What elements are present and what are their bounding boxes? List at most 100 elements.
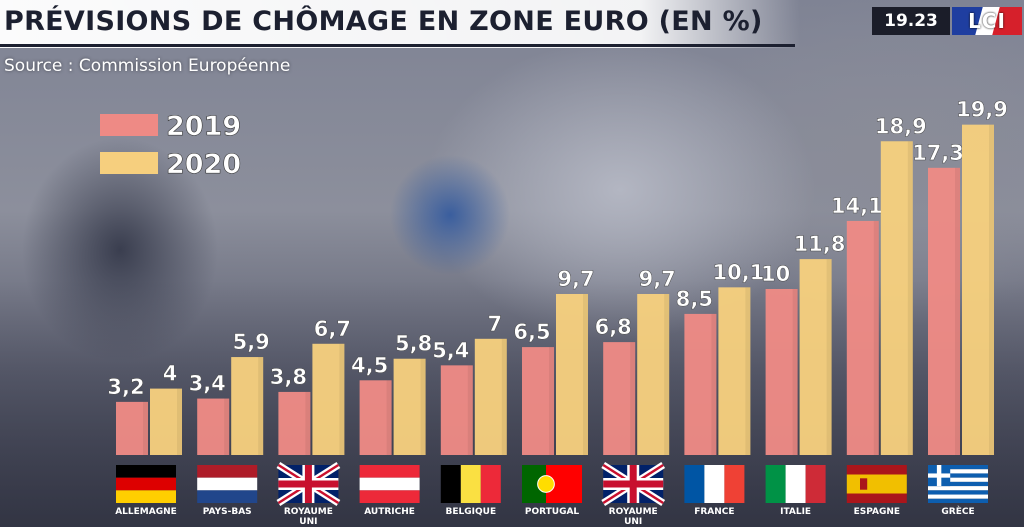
- value-label-2019-0: 3,2: [107, 375, 144, 399]
- uk-flag: [601, 462, 666, 506]
- bar-edge-2020-8: [826, 259, 832, 455]
- value-label-2019-10: 17,3: [912, 141, 964, 165]
- value-label-2020-5: 9,7: [557, 267, 594, 291]
- legend-swatch-2019: [100, 114, 158, 136]
- value-label-2020-9: 18,9: [875, 114, 927, 138]
- value-label-2020-1: 5,9: [233, 330, 270, 354]
- category-label-3: AUTRICHE: [364, 507, 415, 517]
- title-underline: [0, 44, 795, 47]
- legend-swatch-2020: [100, 152, 158, 174]
- value-label-2020-0: 4: [163, 362, 178, 386]
- bar-2019-7: [684, 313, 717, 455]
- category-label-7: FRANCE: [694, 507, 734, 517]
- category-label-1: PAYS-BAS: [203, 507, 252, 517]
- belgium-flag: [440, 465, 501, 503]
- france-flag: [684, 465, 745, 503]
- bar-2020-7: [718, 287, 751, 455]
- category-label-0: ALLEMAGNE: [115, 507, 177, 517]
- value-label-2020-7: 10,1: [712, 260, 764, 284]
- category-label-9: ESPAGNE: [854, 507, 900, 517]
- value-label-2020-3: 5,8: [395, 332, 432, 356]
- bar-2020-8: [799, 259, 832, 455]
- bar-edge-2019-6: [630, 342, 636, 455]
- austria-flag: [359, 465, 420, 503]
- bar-edge-2020-1: [258, 357, 264, 455]
- bar-2020-1: [231, 357, 264, 455]
- chart-title: PRÉVISIONS DE CHÔMAGE EN ZONE EURO (EN %…: [4, 6, 763, 37]
- bar-edge-2020-0: [177, 388, 182, 455]
- bar-2020-3: [393, 358, 426, 455]
- value-label-2019-9: 14,1: [831, 194, 883, 218]
- bar-2019-9: [846, 220, 879, 455]
- bar-edge-2019-8: [792, 289, 798, 455]
- bar-2019-1: [197, 398, 230, 455]
- chart-source: Source : Commission Européenne: [4, 56, 291, 76]
- value-label-2020-6: 9,7: [639, 267, 676, 291]
- bar-edge-2019-0: [143, 401, 148, 455]
- bar-edge-2019-9: [873, 220, 879, 455]
- uk-flag: [276, 462, 341, 506]
- bar-edge-2020-4: [501, 338, 507, 455]
- value-label-2019-3: 4,5: [351, 353, 388, 377]
- bar-edge-2019-1: [224, 398, 230, 455]
- bar-2020-0: [150, 388, 182, 455]
- bar-edge-2020-3: [420, 358, 426, 455]
- bar-edge-2019-3: [386, 380, 392, 455]
- bar-2020-10: [962, 124, 994, 455]
- bar-2020-6: [637, 293, 670, 455]
- bar-2019-0: [116, 401, 148, 455]
- bar-edge-2020-2: [339, 343, 345, 455]
- value-label-2019-6: 6,8: [595, 315, 632, 339]
- legend-label-2019: 2019: [166, 111, 241, 142]
- value-label-2020-8: 11,8: [794, 232, 846, 256]
- bar-2019-10: [928, 167, 960, 455]
- broadcast-clock: 19.23: [872, 7, 950, 35]
- value-label-2019-4: 5,4: [432, 338, 469, 362]
- italy-flag: [765, 465, 826, 503]
- bar-edge-2019-7: [711, 313, 717, 455]
- value-label-2019-5: 6,5: [513, 320, 550, 344]
- bar-edge-2020-6: [664, 293, 670, 455]
- category-label-5: PORTUGAL: [525, 507, 580, 517]
- bar-edge-2019-10: [955, 167, 960, 455]
- bar-edge-2019-2: [305, 391, 311, 455]
- category-label-4: BELGIQUE: [446, 507, 497, 517]
- bar-2019-6: [603, 342, 636, 455]
- netherlands-flag: [197, 465, 258, 503]
- value-label-2020-2: 6,7: [314, 317, 351, 341]
- category-label-10: GRÈCE: [941, 505, 974, 517]
- bar-edge-2020-7: [745, 287, 751, 455]
- value-label-2020-10: 19,9: [956, 98, 1008, 122]
- lci-logo: LCI: [952, 7, 1022, 35]
- spain-flag: [846, 465, 907, 503]
- greece-flag: [928, 465, 988, 503]
- lci-logo-text: LCI: [968, 9, 1006, 33]
- bar-2019-8: [765, 289, 798, 455]
- value-label-2019-7: 8,5: [676, 287, 713, 311]
- category-label-6-1: UNI: [624, 517, 642, 527]
- category-label-2-0: ROYAUME: [284, 507, 333, 517]
- category-label-2-1: UNI: [299, 517, 317, 527]
- value-label-2019-2: 3,8: [270, 365, 307, 389]
- bar-edge-2019-5: [549, 347, 554, 455]
- germany-flag: [116, 465, 176, 503]
- bar-2020-4: [474, 338, 507, 455]
- bar-edge-2019-4: [467, 365, 473, 455]
- portugal-flag: [522, 465, 582, 503]
- bar-2020-5: [556, 293, 588, 455]
- bar-2019-4: [440, 365, 473, 455]
- bar-2020-2: [312, 343, 345, 455]
- bar-2019-2: [278, 391, 311, 455]
- bar-edge-2020-5: [583, 293, 588, 455]
- bar-2019-3: [359, 380, 392, 455]
- bar-2019-5: [522, 347, 554, 455]
- value-label-2019-8: 10: [761, 262, 790, 286]
- bar-edge-2020-10: [989, 124, 994, 455]
- bar-edge-2020-9: [907, 141, 913, 455]
- bar-2020-9: [880, 141, 913, 455]
- title-banner: [0, 0, 800, 48]
- value-label-2020-4: 7: [487, 312, 502, 336]
- value-label-2019-1: 3,4: [189, 372, 226, 396]
- legend-label-2020: 2020: [166, 149, 241, 180]
